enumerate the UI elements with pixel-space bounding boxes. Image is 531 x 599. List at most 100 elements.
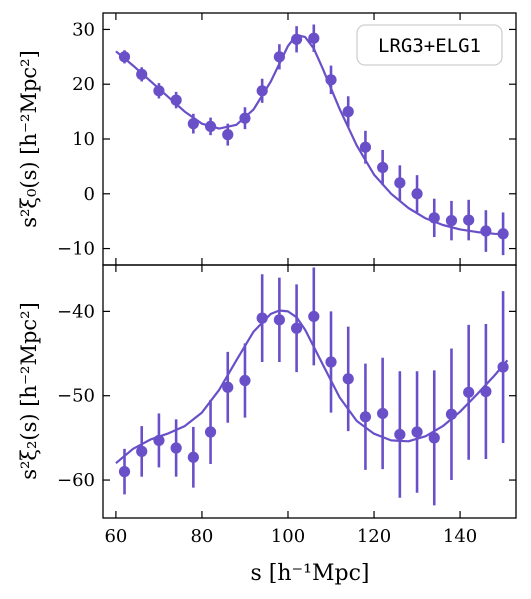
bottom-data-point	[222, 351, 234, 423]
bottom-data-point	[170, 419, 182, 477]
top-data-point	[204, 117, 217, 136]
data-marker	[377, 161, 389, 174]
data-marker	[325, 74, 337, 86]
top-data-point	[394, 165, 406, 201]
bottom-data-point	[377, 357, 389, 470]
data-marker	[153, 85, 165, 97]
data-marker	[222, 129, 234, 141]
bottom-data-point	[428, 370, 440, 506]
data-marker	[463, 214, 475, 226]
top-data-point	[239, 107, 251, 130]
data-marker	[239, 374, 251, 387]
legend-box	[356, 24, 503, 66]
bottom-data-point	[290, 284, 303, 373]
top-data-point	[308, 24, 320, 52]
bottom-data-point	[308, 267, 320, 366]
data-marker	[118, 466, 131, 478]
bottom-y-tick-label: −50	[57, 386, 95, 407]
data-marker	[256, 312, 268, 324]
data-marker	[204, 426, 217, 438]
bottom-data-point	[204, 399, 217, 465]
legend-label: LRG3+ELG1	[378, 35, 481, 57]
data-marker	[204, 120, 217, 132]
data-marker	[428, 212, 440, 224]
data-marker	[411, 426, 423, 438]
top-data-point	[359, 130, 372, 164]
x-tick-label: 60	[104, 526, 127, 547]
data-marker	[239, 112, 251, 124]
x-axis-label: s [h⁻¹Mpc]	[251, 561, 370, 586]
top-data-point	[342, 96, 354, 127]
data-marker	[359, 411, 372, 423]
data-marker	[394, 428, 406, 441]
bottom-data-point	[411, 371, 423, 493]
top-y-tick-label: 30	[72, 19, 95, 40]
data-marker	[377, 407, 389, 420]
top-data-point	[428, 198, 440, 238]
bottom-data-point	[342, 326, 354, 432]
bottom-data-point	[153, 413, 165, 468]
top-y-tick-label: 20	[72, 74, 95, 95]
data-marker	[273, 51, 285, 63]
data-marker	[445, 215, 458, 227]
top-data-point	[445, 200, 458, 241]
top-data-point	[463, 199, 475, 241]
data-marker	[497, 228, 509, 240]
bottom-data-point	[136, 426, 148, 477]
bottom-axes-frame	[102, 264, 517, 519]
x-tick-label: 80	[190, 526, 213, 547]
data-marker	[463, 386, 475, 398]
top-y-tick-label: −10	[57, 239, 95, 260]
data-marker	[480, 385, 492, 398]
top-y-tick-label: 0	[84, 184, 95, 205]
data-marker	[359, 141, 372, 153]
data-marker	[308, 32, 320, 44]
data-marker	[342, 106, 354, 118]
bottom-y-tick-label: −60	[57, 470, 95, 491]
top-data-point	[187, 113, 199, 134]
x-tick-label: 140	[443, 526, 477, 547]
top-data-point	[136, 67, 148, 82]
data-marker	[342, 373, 354, 385]
panel-top: −10 0 10 20 30 LRG3+ELG1 s²ξ₀(s) [h⁻²Mpc²]	[17, 12, 517, 266]
bottom-data-point	[359, 363, 372, 470]
bottom-data-point	[394, 371, 406, 498]
data-marker	[290, 33, 303, 45]
data-marker	[170, 94, 182, 106]
data-marker	[428, 432, 440, 444]
bottom-data-point	[480, 324, 492, 459]
bottom-data-point	[187, 426, 199, 488]
top-data-point	[411, 175, 423, 213]
top-model-curve	[115, 33, 508, 236]
data-marker	[187, 118, 199, 130]
data-marker	[136, 68, 148, 80]
x-tick-label: 100	[271, 526, 305, 547]
data-marker	[497, 361, 509, 373]
data-marker	[411, 188, 423, 200]
bottom-y-axis-label: s²ξ₂(s) [h⁻²Mpc²]	[17, 302, 41, 480]
bottom-data-point	[273, 277, 285, 362]
top-data-point	[256, 78, 268, 103]
data-marker	[445, 408, 458, 420]
data-marker	[136, 445, 148, 457]
top-data-point	[170, 91, 182, 109]
data-marker	[290, 322, 303, 334]
data-marker	[118, 51, 131, 63]
bottom-data-point	[325, 311, 337, 413]
top-data-point	[290, 26, 303, 53]
data-marker	[170, 442, 182, 454]
data-marker	[394, 177, 406, 189]
top-y-axis-label: s²ξ₀(s) [h⁻²Mpc²]	[17, 50, 41, 228]
bottom-model-curve	[115, 309, 509, 465]
bottom-y-tick-label: −40	[57, 301, 95, 322]
data-marker	[222, 381, 234, 393]
x-tick-label: 120	[357, 526, 391, 547]
bottom-data-point	[256, 274, 268, 362]
data-marker	[308, 310, 320, 323]
bottom-data-point	[445, 348, 458, 481]
bottom-data-point	[497, 291, 509, 443]
top-data-point	[480, 210, 492, 252]
top-y-tick-label: 10	[72, 129, 95, 150]
